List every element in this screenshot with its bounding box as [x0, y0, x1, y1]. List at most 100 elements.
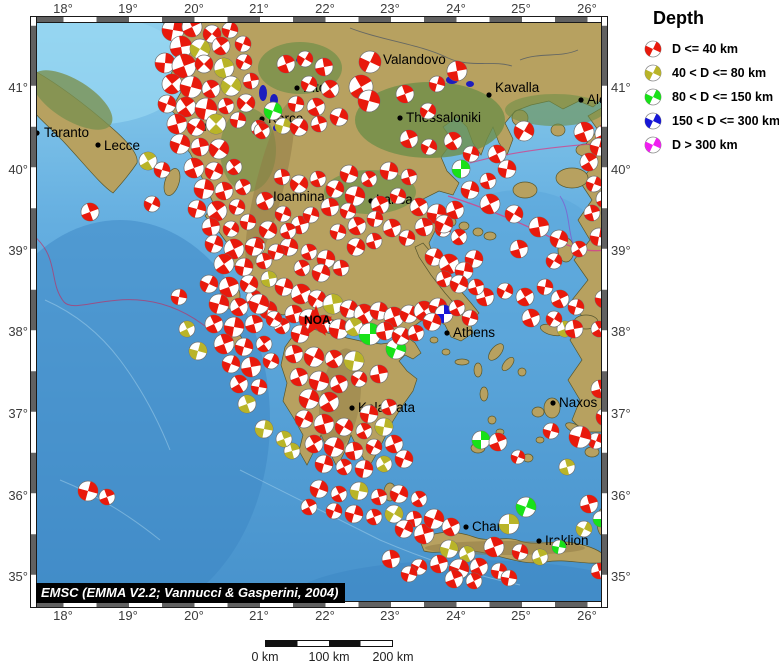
city-dot — [294, 85, 300, 91]
scale-bar-label: 200 km — [372, 650, 414, 664]
station-layer: NOA — [299, 305, 333, 336]
city-label: Lecce — [104, 138, 140, 153]
focal-mechanism-marker — [293, 259, 311, 277]
focal-mechanism-marker — [460, 180, 480, 200]
legend-item: D > 300 km — [637, 133, 779, 157]
focal-mechanism-marker — [324, 349, 344, 369]
focal-mechanism-marker — [255, 191, 275, 211]
focal-mechanism-marker — [284, 304, 304, 324]
focal-mechanism-marker — [359, 404, 379, 424]
focal-mechanism-marker — [175, 96, 197, 118]
focal-mechanism-marker — [334, 417, 354, 437]
focal-mechanism-marker — [515, 287, 535, 307]
rivers — [349, 27, 579, 67]
axis-tick-label: 22° — [315, 1, 335, 16]
focal-mechanism-marker — [265, 310, 283, 328]
focal-mechanism-marker — [510, 449, 526, 465]
focal-mechanism-marker — [235, 53, 253, 71]
legend-beachball-icon — [644, 112, 662, 130]
focal-mechanism-marker — [461, 309, 479, 327]
axis-tick-label: 23° — [380, 608, 400, 623]
focal-mechanism-marker — [394, 449, 414, 469]
focal-mechanism-marker — [422, 312, 442, 332]
focal-mechanism-marker — [263, 101, 283, 121]
axis-tick-label: 20° — [184, 1, 204, 16]
focal-mechanism-marker — [444, 569, 464, 589]
focal-mechanism-marker — [179, 75, 203, 99]
axis-tick-label: 18° — [53, 608, 73, 623]
axis-tick-label: 38° — [8, 324, 28, 339]
focal-mechanism-marker — [250, 378, 268, 396]
attribution-label: EMSC (EMMA V2.2; Vannucci & Gasperini, 2… — [36, 583, 346, 603]
focal-mechanism-marker — [223, 238, 245, 260]
focal-mechanism-marker — [443, 131, 463, 151]
focal-mechanism-marker — [201, 217, 221, 237]
focal-mechanism-marker — [358, 322, 382, 346]
focal-mechanism-marker — [441, 517, 461, 537]
focal-mechanism-marker — [239, 274, 259, 294]
focal-mechanism-marker — [384, 504, 404, 524]
city-label: Thessaloniki — [406, 110, 481, 125]
focal-mechanism-marker — [274, 205, 292, 223]
focal-mechanism-marker — [335, 458, 353, 476]
axis-tick-label: 23° — [380, 1, 400, 16]
focal-mechanism-marker — [153, 161, 171, 179]
focal-mechanism-marker — [161, 73, 183, 95]
focal-mechanism-marker — [339, 299, 359, 319]
focal-mechanism-marker — [511, 543, 529, 561]
focal-mechanism-marker — [279, 222, 297, 240]
focal-mechanism-marker — [395, 84, 415, 104]
focal-mechanism-marker — [223, 316, 245, 338]
focal-mechanism-marker — [302, 206, 320, 224]
focal-mechanism-marker — [239, 213, 257, 231]
focal-mechanism-marker — [410, 490, 428, 508]
axis-tick-label: 37° — [8, 406, 28, 421]
focal-mechanism-marker — [178, 320, 196, 338]
focal-mechanism-marker — [186, 117, 206, 137]
axis-tick-label: 35° — [8, 569, 28, 584]
focal-mechanism-marker — [234, 178, 252, 196]
focal-mechanism-marker — [204, 314, 224, 334]
focal-mechanism-marker — [228, 198, 246, 216]
axis-tick-label: 25° — [511, 608, 531, 623]
axis-tick-label: 37° — [611, 406, 631, 421]
focal-mechanism-marker — [399, 304, 419, 324]
axis-tick-label: 36° — [8, 488, 28, 503]
focal-mechanism-marker — [289, 117, 309, 137]
focal-mechanism-marker — [303, 346, 325, 368]
city-label: Valandovo — [383, 52, 446, 67]
axis-tick-label: 26° — [577, 1, 597, 16]
focal-mechanism-marker — [244, 314, 264, 334]
focal-mechanism-marker — [229, 297, 249, 317]
focal-mechanism-marker — [462, 145, 480, 163]
focal-mechanism-marker — [220, 75, 242, 97]
deep-ionian-basin — [0, 220, 270, 620]
focal-mechanism-marker — [222, 220, 240, 238]
city-marker: Lecce — [95, 138, 140, 153]
focal-mechanism-marker — [369, 364, 389, 384]
focal-mechanism-marker — [389, 484, 409, 504]
focal-mechanism-marker — [450, 228, 468, 246]
focal-mechanism-marker — [332, 259, 350, 277]
focal-mechanism-marker — [375, 455, 393, 473]
axis-tick-label: 41° — [611, 80, 631, 95]
city-dot — [550, 400, 556, 406]
focal-mechanism-marker — [483, 536, 505, 558]
focal-mechanism-marker — [414, 217, 434, 237]
focal-mechanism-marker — [449, 274, 469, 294]
focal-mechanism-marker — [325, 502, 343, 520]
focal-mechanism-marker — [528, 216, 550, 238]
focal-mechanism-marker — [399, 129, 419, 149]
focal-mechanism-marker — [409, 197, 429, 217]
focal-mechanism-marker — [310, 115, 328, 133]
focal-mechanism-marker — [382, 218, 402, 238]
focal-mechanism-marker — [379, 161, 399, 181]
focal-mechanism-marker — [213, 333, 235, 355]
focal-mechanism-marker — [311, 263, 331, 283]
focal-mechanisms-layer — [77, 16, 615, 590]
focal-mechanism-marker — [365, 438, 383, 456]
legend-rows: D <= 40 km 40 < D <= 80 km 80 < D <= 150 k… — [637, 37, 779, 157]
city-dot — [349, 405, 355, 411]
focal-mechanism-marker — [504, 204, 524, 224]
